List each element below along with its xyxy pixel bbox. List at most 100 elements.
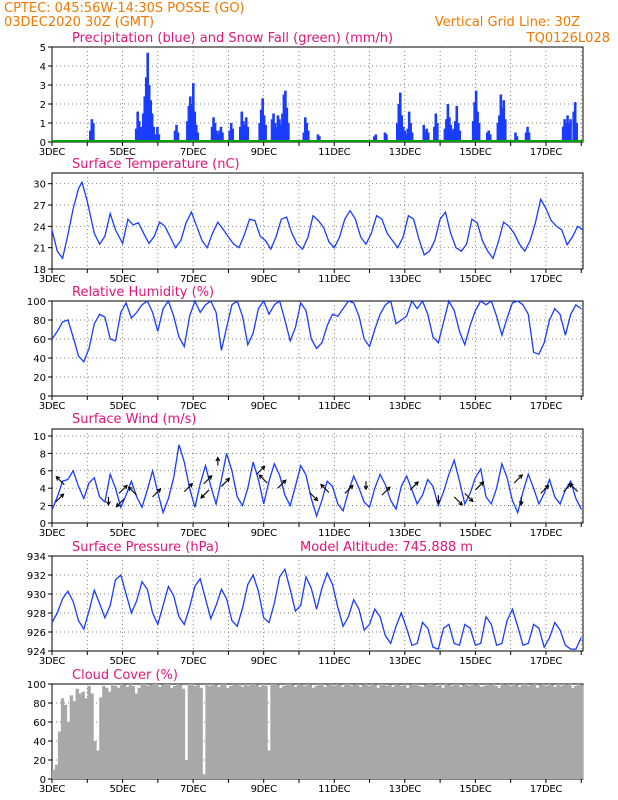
cloud-bar [373,684,377,779]
series-line [51,180,584,260]
precip-bar [498,115,501,142]
cloud-bar [485,684,489,779]
x-tick-label: 5DEC [109,274,135,285]
humidity-title: Relative Humidity (%) [72,285,214,300]
cloud-bar [497,687,501,779]
precip-bar [276,115,280,142]
precip-bar [275,126,278,142]
cloud-bar [488,684,492,779]
precip-bar [152,126,155,142]
precip-bar [190,104,194,142]
cloud-bar [285,684,289,779]
x-tick-label: 7DEC [180,656,206,667]
cloud-bar [577,684,581,779]
cloud-bar [453,684,457,779]
wind-plot: 0 2 4 6 8 10 3DEC 5DEC 7DEC 9DEC 11DEC 13DEC 15DEC 17… [33,428,584,539]
precip-bar [502,100,506,142]
x-tick-label: 13DEC [389,401,422,412]
precip-bar [471,121,475,142]
precip-bar [422,124,426,142]
cloud-bar [279,687,283,779]
cloud-bar [562,684,566,779]
cloud-bar [326,684,330,779]
y-tick-label: 4 [40,62,46,73]
cloud-bar [229,685,233,779]
cloud-bar [202,774,206,779]
wind-vector-arrow [220,477,231,487]
cloud-bar [444,684,448,779]
wind-vector-arrow [453,496,464,506]
cloud-bar [432,684,436,779]
header-line1: CPTEC: 045:56W-14:30S POSSE (GO) [4,1,245,16]
y-tick-label: 5 [40,43,46,54]
precip-bar [147,85,151,142]
cloud-bar [568,684,572,779]
precip-bar [136,111,139,142]
cloud-bar [302,685,307,779]
precip-bar [499,94,503,142]
precip-bar [401,126,405,142]
cloud-bar [234,684,239,779]
cloud-bar [164,684,168,779]
wind-vector-arrow [55,493,65,503]
precip-bar [573,102,577,142]
model-code: TQ0126L028 [526,31,610,46]
cloud-bar [199,687,203,779]
cloud-bar [137,687,141,779]
cloud-bar [541,684,546,779]
x-tick-label: 13DEC [389,147,422,158]
cloud-bar [411,684,416,779]
y-tick-label: 8 [40,449,46,460]
cloud-bar [296,684,301,779]
x-tick-label: 15DEC [459,528,492,539]
x-tick-label: 5DEC [109,784,135,795]
precip-bar [238,126,242,142]
y-tick-label: 80 [33,316,46,327]
precip-bar [156,126,159,142]
grid-note: Vertical Grid Line: 30Z [435,15,580,30]
wind-vector-arrow [118,484,128,494]
wind-vector-arrow [464,493,474,503]
precip-bar [241,121,245,142]
cloud-bar [317,684,321,779]
cloud-bar [108,691,112,779]
cloud-bar [467,685,472,779]
precip-bar [270,119,274,142]
cloud-bar [438,684,442,779]
y-tick-label: 0 [40,138,46,149]
cloud-bar [134,693,138,779]
cloud-bar [580,684,584,779]
cloud-bar [459,686,463,779]
precip-bar [212,117,215,142]
x-tick-label: 15DEC [459,784,492,795]
precip-bar [524,132,528,142]
cloud-bar [344,684,348,779]
cloud-bar [394,684,398,779]
precip-bar [398,92,402,142]
wind-vector-arrow [127,486,138,496]
cloud-bar [556,684,560,779]
cloud-bar [161,684,165,779]
cloud-bar [158,686,162,779]
precip-bar [262,115,266,142]
cloud-bar [565,684,569,779]
precip-bar [89,130,92,142]
x-tick-label: 17DEC [530,274,563,285]
x-tick-label: 3DEC [39,656,65,667]
x-tick-label: 17DEC [530,147,563,158]
cloud-bar [181,688,186,779]
precip-bar [564,123,568,142]
precip-bar [261,98,264,142]
wind-vector-arrow [435,495,441,505]
cloud-bar [535,687,540,779]
precip-bar [514,132,517,142]
cloud-bar [196,684,200,779]
cloud-bar [406,687,410,779]
precip-bar [454,121,457,142]
cloud-bar [550,684,554,779]
cloud-bar [364,684,369,779]
y-tick-label: 100 [27,297,46,308]
cloud-bar [388,684,392,779]
precip-bar [186,121,189,142]
